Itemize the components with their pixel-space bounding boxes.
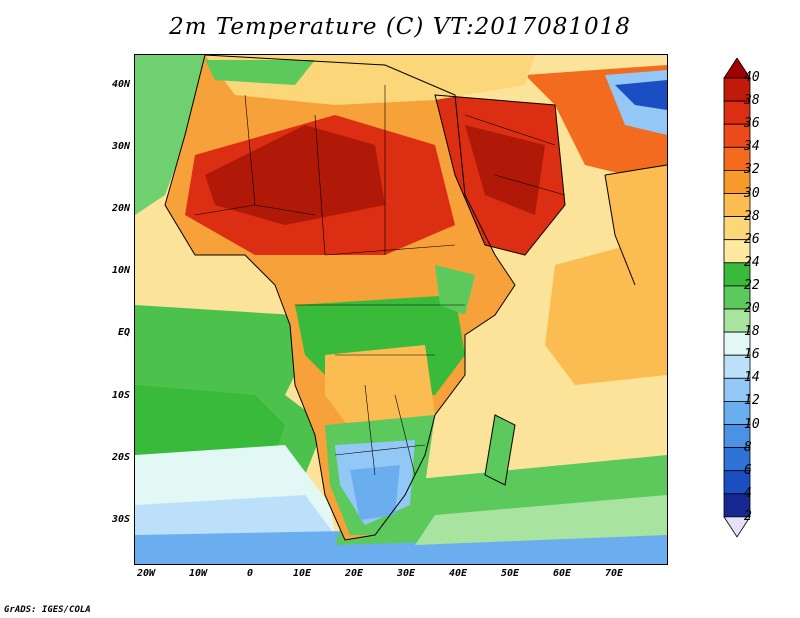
colorbar-label: 22 (744, 277, 760, 293)
ytick-20s: 20S (111, 452, 130, 463)
chart-title: 2m Temperature (C) VT:2017081018 (169, 14, 631, 40)
colorbar-label: 2 (744, 508, 752, 524)
colorbar-label: 18 (744, 324, 760, 340)
africa-coastline (164, 55, 516, 541)
colorbar-label: 10 (744, 416, 760, 432)
india-coastline (604, 164, 667, 286)
himalaya-coldest (615, 80, 667, 110)
colorbar-bottom-triangle (723, 516, 751, 538)
ytick-eq: EQ (117, 327, 130, 338)
south-indian-ocean-light (415, 495, 667, 545)
colorbar-label: 6 (744, 462, 752, 478)
sahara-hottest (205, 125, 385, 225)
ytick-30n: 30N (111, 141, 130, 152)
xtick-10w: 10W (188, 568, 208, 579)
colorbar-label: 4 (744, 485, 752, 501)
colorbar-label: 40 (744, 70, 760, 85)
ytick-30s: 30S (111, 514, 130, 525)
colorbar-label: 16 (744, 347, 760, 363)
xtick-20e: 20E (344, 568, 364, 579)
colorbar-label: 38 (744, 93, 760, 109)
ytick-40n: 40N (111, 79, 130, 90)
ethiopia-highlands (435, 265, 475, 315)
colorbar-label: 24 (744, 254, 760, 270)
colorbar (723, 58, 751, 538)
colorbar-label: 12 (744, 393, 760, 409)
atlantic-north-cool (135, 55, 205, 215)
arabia-hottest (465, 125, 545, 215)
colorbar-label: 26 (744, 231, 760, 247)
country-borders (194, 85, 566, 476)
xtick-50e: 50E (500, 568, 520, 579)
xtick-40e: 40E (448, 568, 468, 579)
xtick-30e: 30E (396, 568, 416, 579)
iberia-green (205, 60, 315, 85)
central-africa-warm (325, 345, 435, 435)
colorbar-label: 28 (744, 208, 760, 224)
grads-credit: GrADS: IGES/COLA (4, 605, 91, 615)
colorbar-label: 20 (744, 301, 760, 316)
temperature-map (134, 54, 668, 565)
xtick-60e: 60E (552, 568, 572, 579)
madagascar-coastline (484, 414, 516, 486)
colorbar-label: 34 (744, 139, 760, 155)
temperature-map-svg (135, 55, 667, 564)
ytick-10n: 10N (111, 265, 130, 276)
colorbar-label: 30 (744, 185, 760, 201)
india-warm (605, 165, 667, 295)
xtick-20w: 20W (136, 568, 156, 579)
xtick-70e: 70E (604, 568, 624, 579)
colorbar-label: 14 (744, 370, 760, 386)
atlantic-south-green-2 (135, 385, 285, 465)
ytick-10s: 10S (111, 390, 130, 401)
colorbar-label: 8 (744, 439, 752, 455)
colorbar-label: 32 (744, 162, 760, 178)
ytick-20n: 20N (111, 203, 130, 214)
arabia-coastline (434, 94, 566, 256)
xtick-10e: 10E (292, 568, 312, 579)
colorbar-label: 36 (744, 116, 760, 132)
xtick-0: 0 (246, 568, 254, 579)
south-africa-cold (350, 465, 400, 520)
